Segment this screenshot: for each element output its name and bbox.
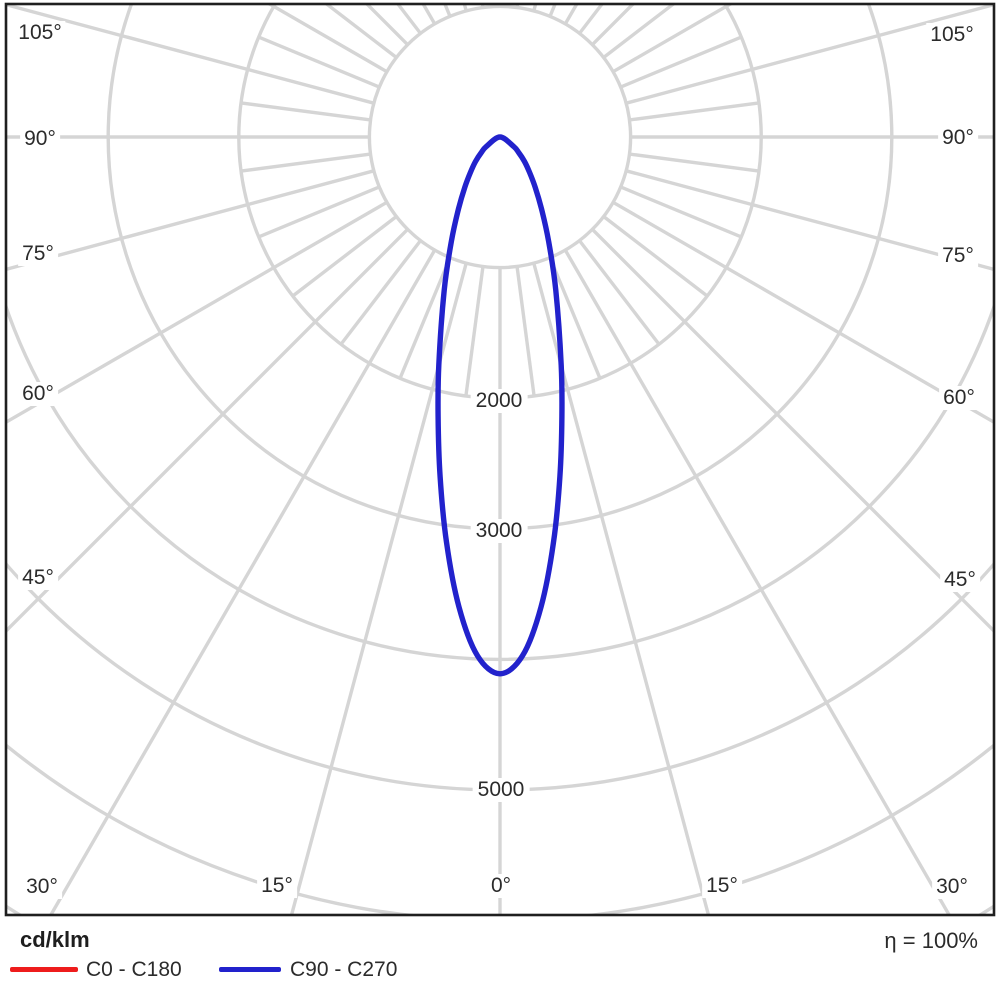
angle-label: 45° [18, 566, 58, 590]
ring-value-label: 3000 [470, 519, 528, 543]
angle-label: 30° [932, 875, 972, 899]
angle-label: 60° [939, 386, 979, 410]
beam-curve-C90-C270 [435, 134, 565, 677]
angle-label: 15° [702, 874, 742, 898]
angle-label: 0° [486, 874, 516, 898]
ring-value-label: 2000 [470, 389, 528, 413]
legend-line-c90-c270-icon [219, 967, 281, 972]
chart-frame [4, 2, 996, 917]
angle-label: 105° [14, 21, 66, 45]
legend-label-c0-c180: C0 - C180 [86, 958, 182, 981]
units-label: cd/klm [20, 927, 90, 952]
angle-label: 15° [257, 874, 297, 898]
angle-label: 75° [938, 244, 978, 268]
angle-label: 30° [22, 875, 62, 899]
angle-label: 90° [938, 126, 978, 150]
angle-label: 75° [18, 242, 58, 266]
angle-label: 90° [20, 127, 60, 151]
legend-label-c90-c270: C90 - C270 [290, 958, 398, 981]
angle-label: 105° [926, 23, 978, 47]
efficiency-label: η = 100% [884, 928, 978, 953]
ring-value-label: 5000 [472, 778, 530, 802]
angle-label: 45° [940, 568, 980, 592]
legend-line-c0-c180-icon [10, 967, 78, 972]
angle-label: 60° [18, 382, 58, 406]
